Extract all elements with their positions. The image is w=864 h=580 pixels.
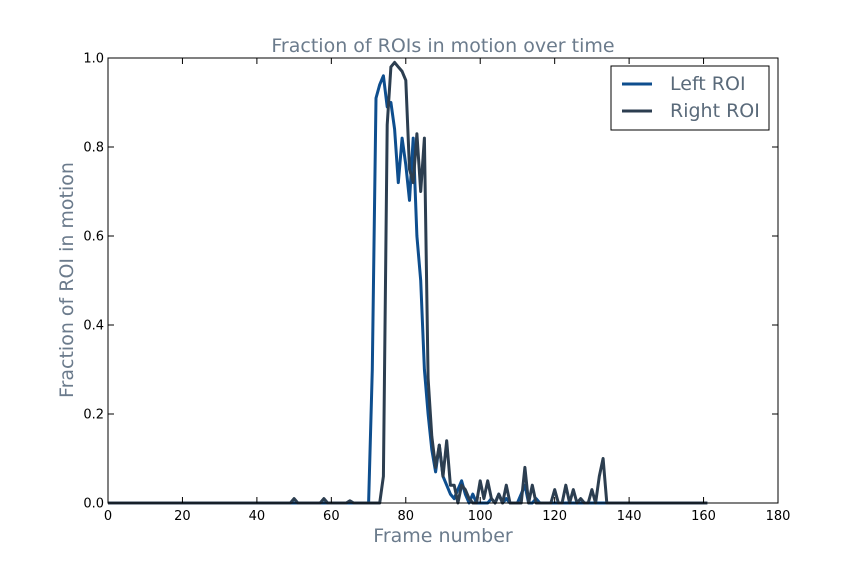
series-line-right-roi [108, 60, 708, 505]
plot-frame [107, 57, 779, 504]
legend: Left ROI Right ROI [610, 65, 770, 131]
legend-box [610, 65, 770, 131]
chart-title: Fraction of ROIs in motion over time [271, 35, 614, 57]
y-tick-label: 0.2 [83, 408, 104, 423]
x-tick-label: 100 [468, 509, 493, 524]
x-tick-label: 60 [323, 509, 340, 524]
x-tick-label: 140 [617, 509, 642, 524]
x-tick-label: 20 [174, 509, 191, 524]
y-tick-label: 0.0 [83, 497, 104, 512]
x-tick-label: 80 [398, 509, 415, 524]
x-tick-label: 40 [249, 509, 266, 524]
legend-label-left-roi: Left ROI [670, 73, 746, 95]
y-tick-label: 0.4 [83, 319, 104, 334]
x-tick-label: 160 [691, 509, 716, 524]
y-tick-label: 0.6 [83, 230, 104, 245]
y-tick-label: 0.8 [83, 141, 104, 156]
x-tick-label: 120 [542, 509, 567, 524]
y-axis: 0.0 0.2 0.4 0.6 0.8 1.0 [83, 52, 778, 512]
legend-label-right-roi: Right ROI [670, 100, 760, 122]
x-tick-label: 180 [766, 509, 791, 524]
x-axis: 0 20 40 60 80 100 120 140 160 180 [104, 58, 791, 524]
x-tick-label: 0 [104, 509, 112, 524]
y-tick-label: 1.0 [83, 52, 104, 67]
y-axis-label: Fraction of ROI in motion [56, 162, 78, 398]
x-axis-label: Frame number [373, 525, 513, 547]
